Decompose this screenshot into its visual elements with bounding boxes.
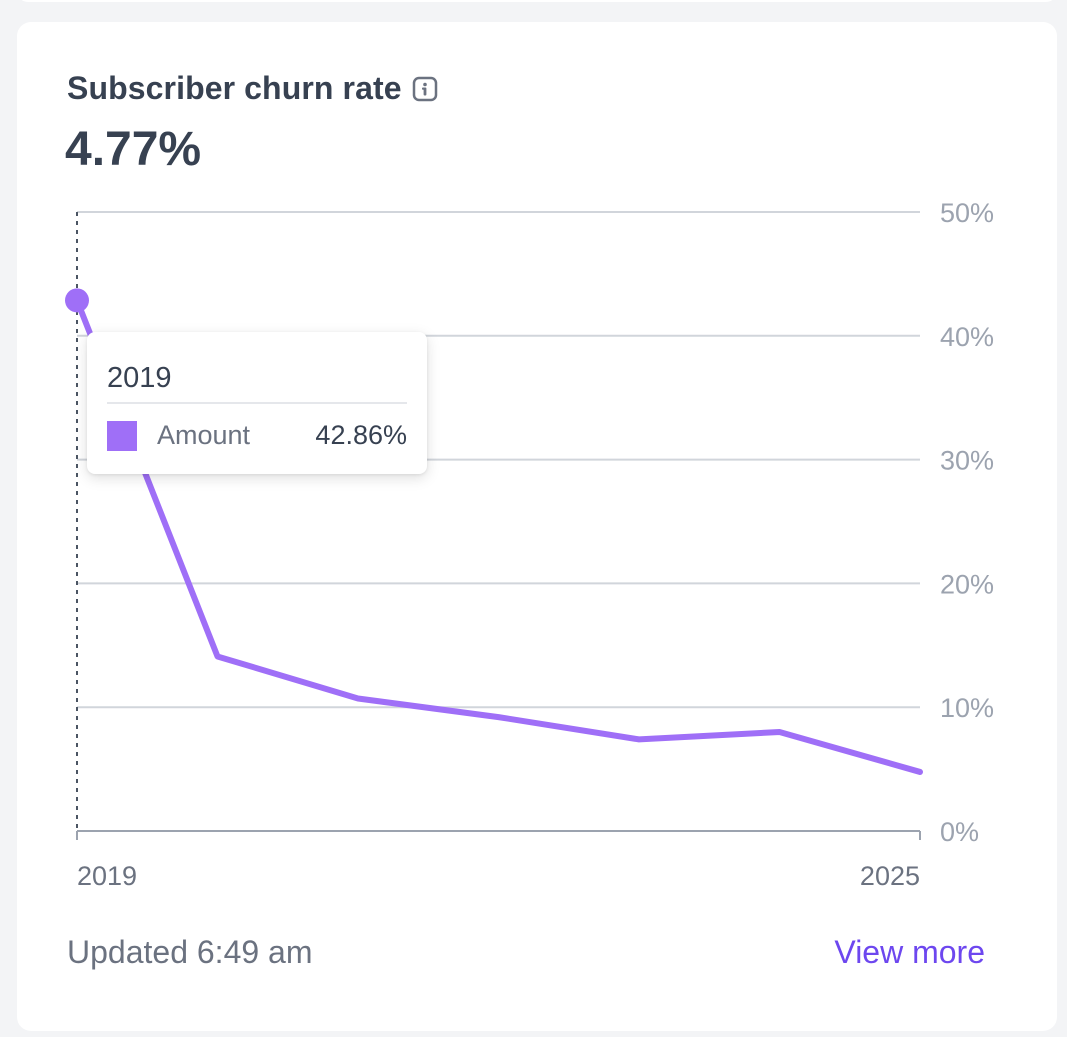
y-tick-label-20: 20% — [940, 569, 994, 599]
info-icon[interactable] — [412, 76, 438, 102]
card-header: Subscriber churn rate — [67, 70, 438, 107]
churn-rate-card: Subscriber churn rate 4.77% 0% 10% 20% 30% 4… — [17, 22, 1057, 1031]
y-tick-label-30: 30% — [940, 446, 994, 476]
data-point-5 — [777, 729, 783, 735]
y-tick-label-0: 0% — [940, 817, 979, 847]
tooltip-series-label: Amount — [157, 420, 251, 450]
data-point-3 — [496, 714, 502, 720]
view-more-link[interactable]: View more — [834, 934, 985, 970]
data-point-6 — [917, 769, 923, 775]
previous-card-edge — [17, 0, 1057, 2]
tooltip-series-value: 42.86% — [315, 420, 407, 450]
y-tick-label-10: 10% — [940, 693, 994, 723]
y-tick-label-40: 40% — [940, 322, 994, 352]
data-point-4 — [636, 736, 642, 742]
x-tick-label-2019: 2019 — [77, 861, 137, 891]
tooltip-title: 2019 — [107, 362, 172, 394]
data-point-2 — [355, 696, 361, 702]
chart-tooltip: 2019 Amount 42.86% — [87, 332, 427, 474]
x-tick-label-2025: 2025 — [860, 861, 920, 891]
data-point-1 — [215, 653, 221, 659]
updated-timestamp: Updated 6:49 am — [67, 934, 313, 970]
line-chart[interactable]: 0% 10% 20% 30% 40% 50% 2019 2025 — [17, 22, 1057, 922]
card-title: Subscriber churn rate — [67, 70, 402, 106]
series-swatch — [107, 421, 137, 451]
tooltip-divider — [107, 402, 407, 404]
headline-value: 4.77% — [65, 123, 202, 176]
series-line-amount — [74, 297, 923, 775]
data-point-highlight — [65, 288, 89, 313]
y-tick-label-50: 50% — [940, 198, 994, 228]
